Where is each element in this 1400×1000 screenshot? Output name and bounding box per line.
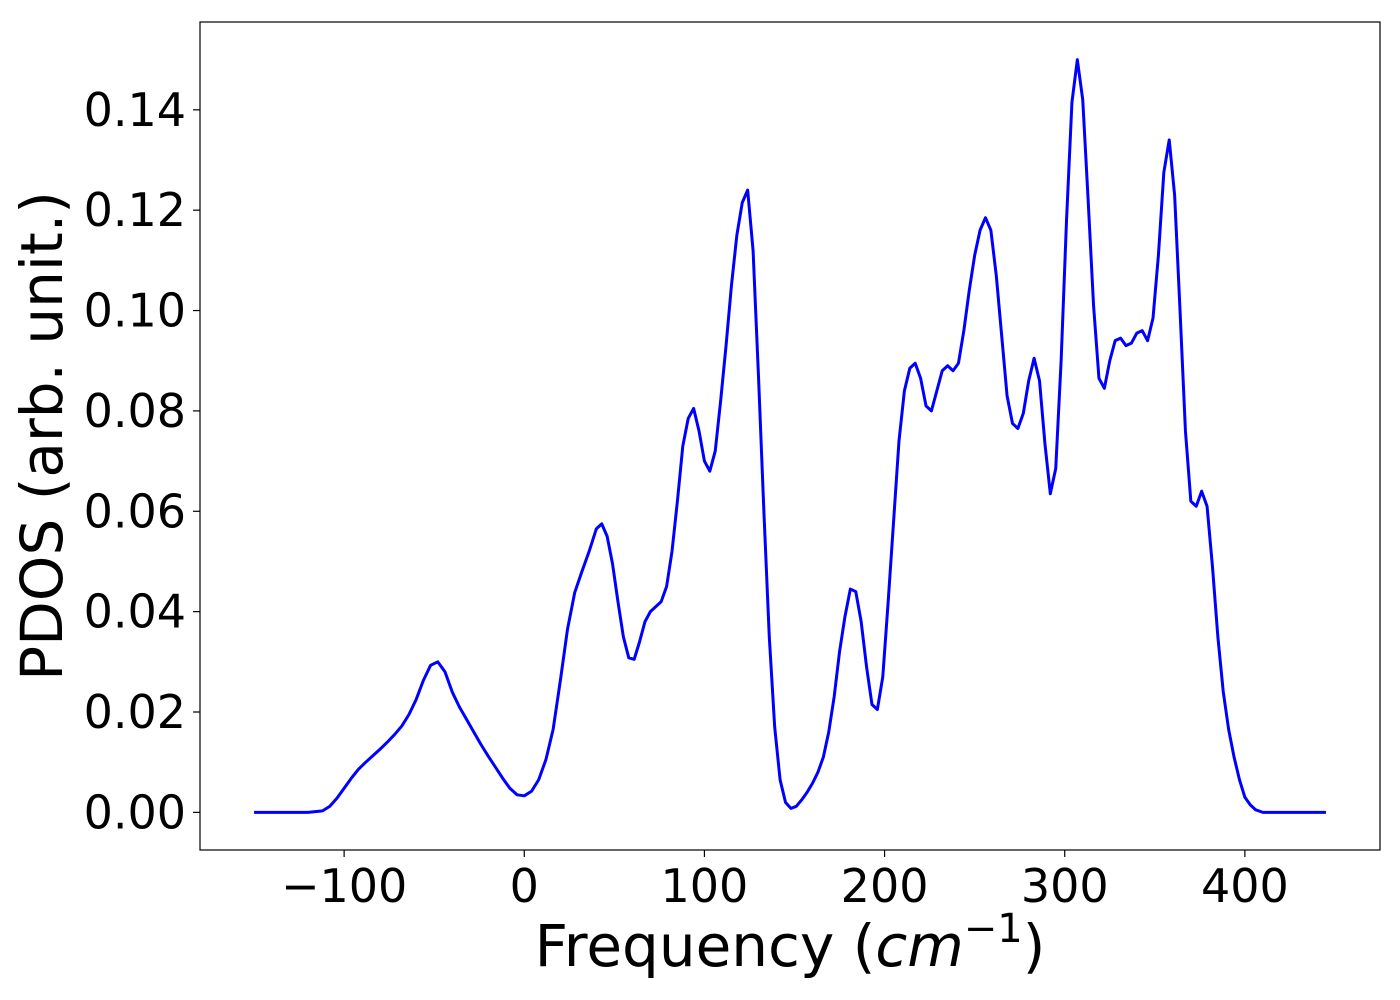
x-tick-label: −100 (281, 859, 407, 913)
y-axis-title: PDOS (arb. unit.) (8, 191, 76, 681)
y-tick-label: 0.06 (84, 484, 186, 538)
y-axis-ticks: 0.00 0.02 0.04 0.06 0.08 0.10 0.12 0.14 (84, 83, 200, 839)
x-axis-ticks: −100 0 100 200 300 400 (281, 850, 1289, 913)
x-axis-title-sup: −1 (964, 906, 1023, 952)
y-tick-label: 0.08 (84, 384, 186, 438)
x-tick-label: 400 (1201, 859, 1289, 913)
x-axis-title-var: cm (875, 912, 963, 980)
plot-frame (199, 21, 1381, 851)
y-tick-label: 0.10 (84, 284, 186, 338)
y-tick-label: 0.04 (84, 585, 186, 639)
y-tick-label: 0.14 (84, 83, 186, 137)
pdos-series-line (254, 58, 1326, 814)
x-tick-label: 0 (510, 859, 539, 913)
x-tick-label: 300 (1021, 859, 1109, 913)
y-tick-label: 0.00 (84, 785, 186, 839)
x-axis-title-suffix: ) (1023, 912, 1046, 980)
plot-area: −100 0 100 200 300 400 0.000.020.040.060.080.… (84, 21, 1381, 913)
y-tick-label: 0.02 (84, 685, 186, 739)
x-tick-label: 200 (841, 859, 929, 913)
x-tick-label: 100 (661, 859, 749, 913)
y-tick-label: 0.12 (84, 183, 186, 237)
x-axis-title-prefix: Frequency ( (535, 912, 876, 980)
x-axis-title: Frequency (cm−1) (535, 906, 1046, 980)
